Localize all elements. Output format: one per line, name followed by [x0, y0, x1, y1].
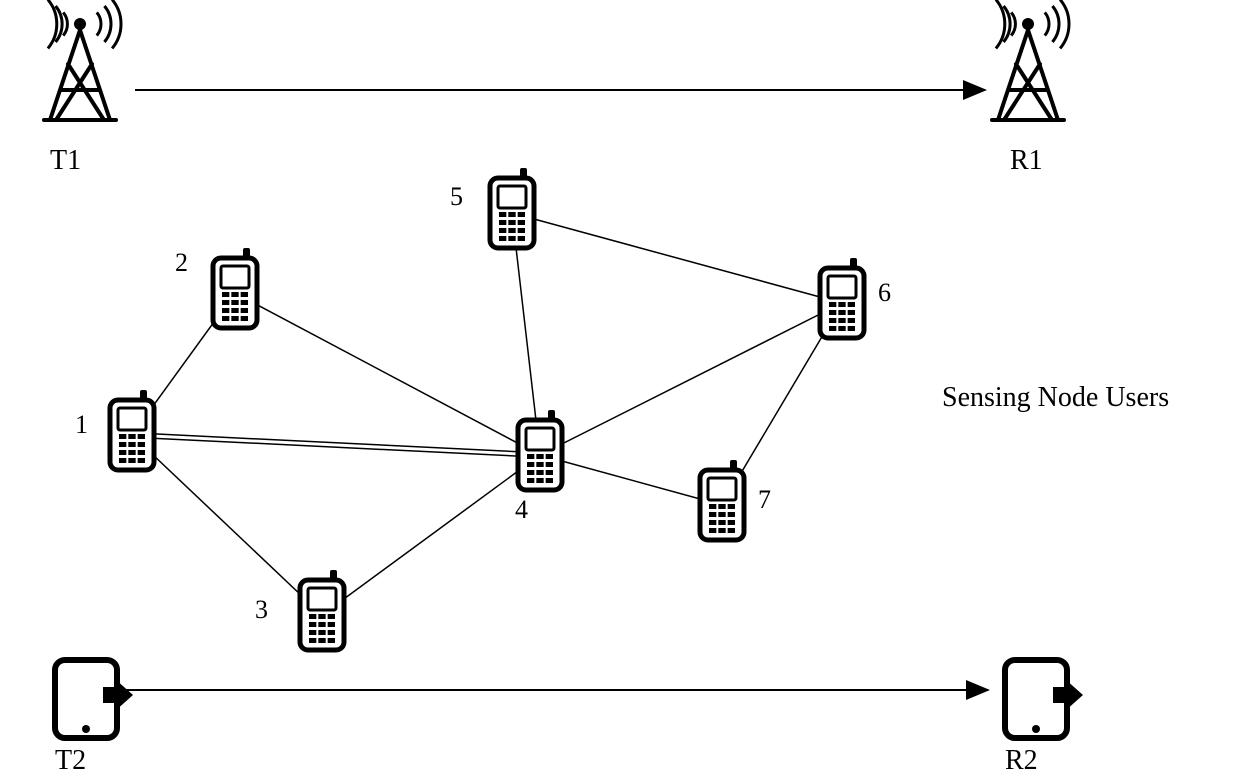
- edge: [132, 433, 540, 453]
- phone-label: 3: [255, 595, 268, 625]
- phone-label: 2: [175, 248, 188, 278]
- phone-label: 5: [450, 182, 463, 212]
- tablet-icon: [55, 660, 133, 738]
- phone-icon: [213, 248, 257, 328]
- tablet-icon: [1005, 660, 1083, 738]
- caption: Sensing Node Users: [942, 382, 1169, 414]
- edge: [132, 437, 540, 457]
- tablet-label: T2: [55, 745, 86, 777]
- antenna-label: T1: [50, 145, 81, 177]
- edge: [132, 435, 322, 615]
- edge: [322, 455, 540, 615]
- phone-icon: [518, 410, 562, 490]
- antenna-icon: [992, 0, 1069, 120]
- edge: [235, 293, 540, 455]
- phone-icon: [700, 460, 744, 540]
- phone-icon: [110, 390, 154, 470]
- phone-label: 7: [758, 485, 771, 515]
- antenna-label: R1: [1010, 145, 1043, 177]
- phone-label: 6: [878, 278, 891, 308]
- phone-icon: [300, 570, 344, 650]
- phone-icon: [820, 258, 864, 338]
- antenna-icon: [44, 0, 121, 120]
- edge: [540, 455, 722, 505]
- phone-icon: [490, 168, 534, 248]
- phone-label: 4: [515, 495, 528, 525]
- phone-label: 1: [75, 410, 88, 440]
- network-diagram: T1R1T2R21234567Sensing Node Users: [0, 0, 1240, 771]
- edge: [512, 213, 842, 303]
- tablet-label: R2: [1005, 745, 1038, 777]
